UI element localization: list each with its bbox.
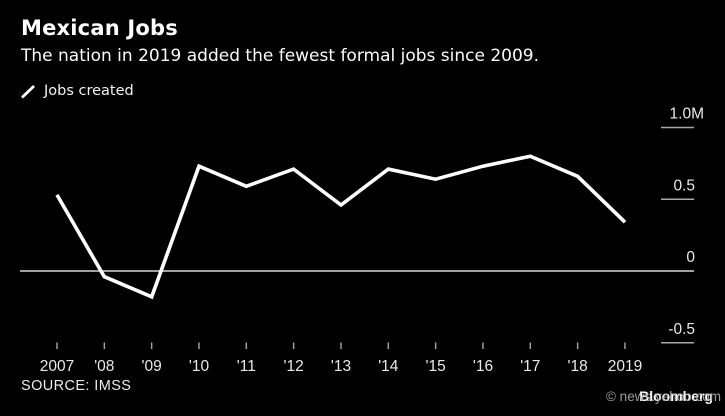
chart-legend: Jobs created	[21, 83, 134, 99]
x-tick-label: '12	[284, 358, 304, 375]
y-tick-label: 0.5	[673, 177, 695, 194]
jobs-created-line	[55, 154, 627, 300]
site-credit-watermark: © news.yahoo.com	[605, 389, 721, 404]
source-credit: SOURCE: IMSS	[21, 378, 132, 394]
x-tick-label: 2019	[608, 358, 642, 375]
x-tick-label: '16	[473, 358, 493, 375]
legend-label: Jobs created	[44, 83, 134, 99]
x-tick-label: '08	[94, 358, 114, 375]
y-tick-label: -0.5	[668, 321, 695, 338]
chart-subtitle: The nation in 2019 added the fewest form…	[21, 46, 540, 66]
x-tick-label: '15	[426, 358, 446, 375]
x-tick-label: '10	[189, 358, 210, 375]
x-tick-label: '11	[237, 358, 256, 375]
line-swatch-icon	[21, 84, 35, 99]
bloomberg-watermark: Bloomberg	[639, 388, 713, 404]
y-tick-label: 0	[686, 249, 695, 266]
chart-title: Mexican Jobs	[21, 16, 178, 40]
x-tick-label: '14	[378, 358, 399, 375]
x-tick-label: '13	[331, 358, 351, 375]
x-tick-label: '17	[520, 358, 540, 375]
y-tick-label: 1.0M	[670, 106, 704, 123]
x-tick-label: '18	[568, 358, 588, 375]
x-tick-label: 2007	[40, 358, 74, 375]
x-tick-label: '09	[142, 358, 162, 375]
